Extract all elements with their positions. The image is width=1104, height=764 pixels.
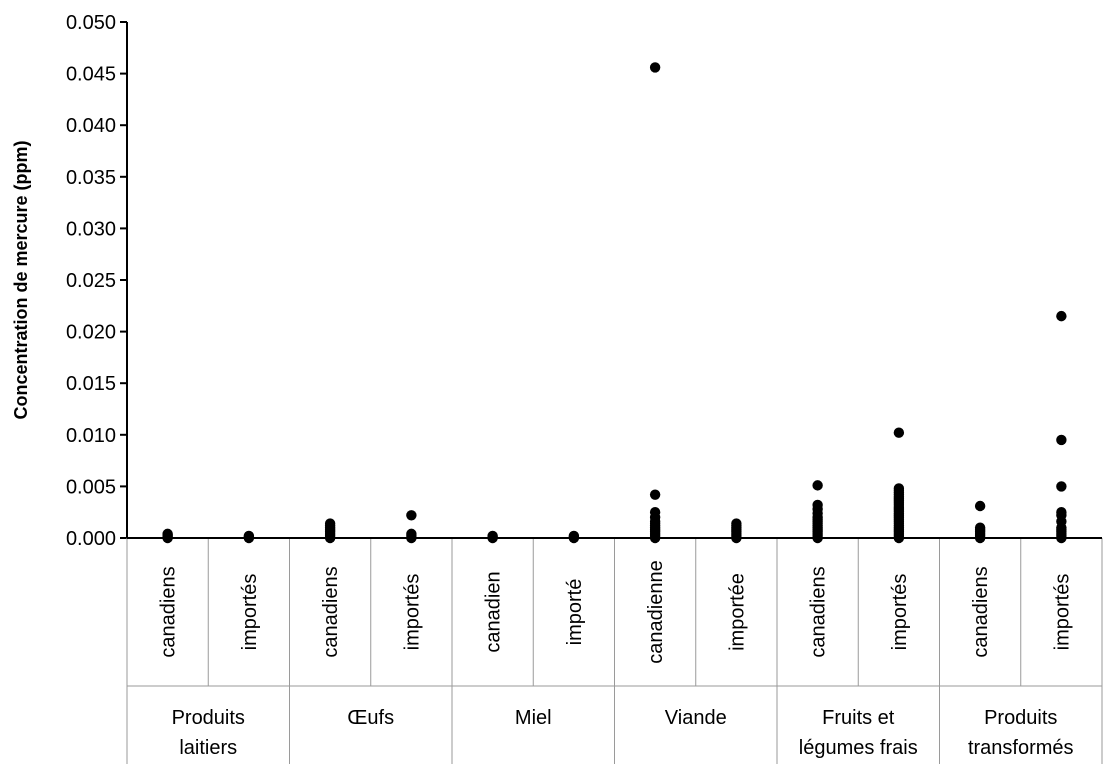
group-label: transformés bbox=[968, 737, 1074, 759]
y-axis-title: Concentration de mercure (ppm) bbox=[11, 140, 31, 419]
data-point bbox=[649, 62, 661, 73]
group-label: Viande bbox=[665, 707, 727, 729]
y-axis-ticks: 0.000 0.005 0.010 0.015 0.020 0.025 0.030 0.035… bbox=[66, 12, 127, 550]
group-label: Œufs bbox=[347, 707, 394, 729]
data-point bbox=[243, 530, 255, 542]
y-tick-label: 0.025 bbox=[66, 270, 116, 292]
data-point bbox=[893, 483, 905, 494]
data-point bbox=[649, 507, 661, 518]
data-point bbox=[649, 489, 661, 500]
category-label: importés bbox=[889, 574, 911, 651]
category-label: canadien bbox=[483, 571, 505, 652]
data-points bbox=[162, 62, 1067, 544]
category-separators bbox=[126, 538, 1103, 764]
data-point bbox=[812, 499, 823, 511]
category-label: importée bbox=[726, 573, 748, 651]
data-point bbox=[1056, 507, 1067, 518]
y-tick-label: 0.020 bbox=[66, 322, 116, 344]
data-point bbox=[974, 500, 986, 512]
data-point bbox=[1056, 481, 1067, 492]
y-tick-label: 0.005 bbox=[66, 476, 116, 498]
data-point bbox=[893, 427, 905, 438]
category-label: canadienne bbox=[645, 560, 667, 663]
category-label: canadiens bbox=[970, 566, 992, 657]
group-labels: Produits laitiers Œufs Miel Viande Fruits et l… bbox=[172, 707, 1074, 759]
data-point bbox=[406, 510, 417, 521]
y-tick-label: 0.030 bbox=[66, 218, 116, 240]
y-tick-label: 0.010 bbox=[66, 425, 116, 447]
data-point bbox=[812, 480, 823, 491]
data-point bbox=[1056, 310, 1067, 322]
y-tick-label: 0.015 bbox=[66, 373, 116, 395]
group-label: Produits bbox=[172, 707, 245, 729]
data-point bbox=[162, 528, 173, 540]
category-label: canadiens bbox=[808, 566, 830, 657]
category-label: importés bbox=[1051, 574, 1073, 651]
group-label: laitiers bbox=[179, 737, 237, 759]
y-tick-label: 0.040 bbox=[66, 115, 116, 137]
group-label: Produits bbox=[984, 707, 1057, 729]
y-tick-label: 0.050 bbox=[66, 12, 116, 34]
data-point bbox=[406, 528, 417, 540]
category-label: importé bbox=[564, 579, 586, 646]
category-label: importés bbox=[401, 574, 423, 651]
y-tick-label: 0.000 bbox=[66, 528, 116, 550]
data-point bbox=[1056, 434, 1067, 446]
data-point bbox=[324, 518, 336, 529]
category-label: importés bbox=[239, 574, 261, 651]
group-label: Miel bbox=[515, 707, 552, 729]
category-labels: canadiens importés canadiens importés canadi… bbox=[158, 560, 1074, 663]
group-label: Fruits et bbox=[822, 707, 895, 729]
group-label: légumes frais bbox=[799, 737, 918, 759]
data-point bbox=[731, 518, 742, 529]
y-tick-label: 0.045 bbox=[66, 64, 116, 86]
data-point bbox=[568, 530, 580, 542]
category-label: canadiens bbox=[158, 566, 180, 657]
y-tick-label: 0.035 bbox=[66, 167, 116, 189]
data-point bbox=[974, 522, 986, 533]
data-point bbox=[487, 530, 498, 542]
category-label: canadiens bbox=[320, 566, 342, 657]
